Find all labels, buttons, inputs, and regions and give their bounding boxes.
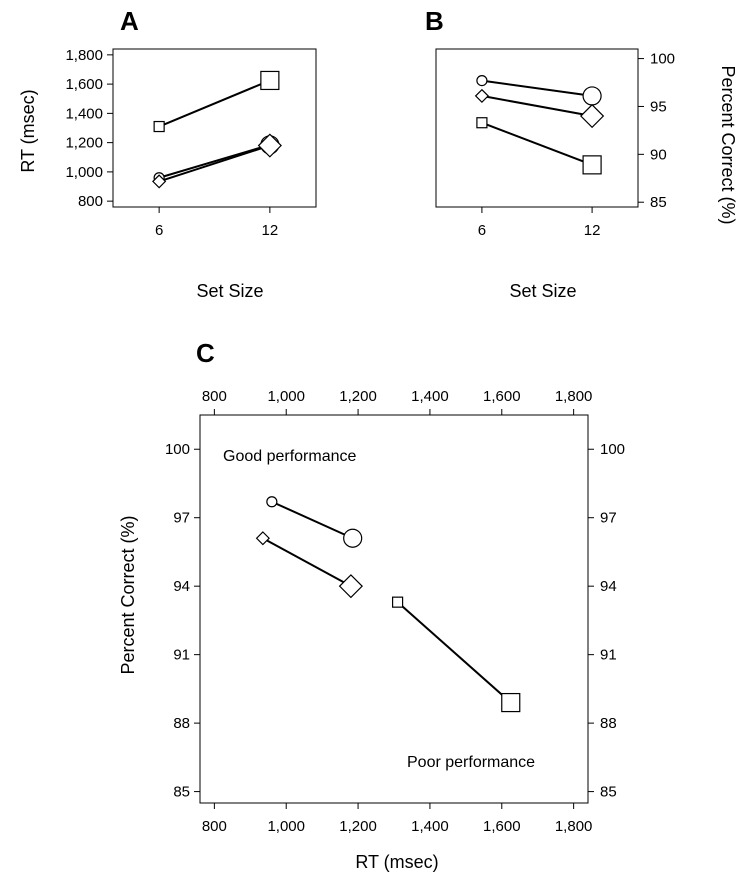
panel-c-diamond-marker xyxy=(255,531,270,546)
panel-c-y-tick-label-right: 85 xyxy=(600,784,617,801)
panel-c-square-marker xyxy=(501,692,521,713)
panel-c-y-tick-label-right: 97 xyxy=(600,510,617,527)
panel-b-y-tick-label-right: 85 xyxy=(650,194,667,211)
panel-a-y-tick-label-left: 1,000 xyxy=(65,164,103,181)
panel-c-x-tick-label-top: 1,000 xyxy=(267,388,305,405)
panel-c-y-tick-label-right: 88 xyxy=(600,715,617,732)
panel-a-x-ticks: 6 12 xyxy=(155,207,278,239)
panel-b-x-tick-label-bottom: 12 xyxy=(584,222,601,239)
panel-c-diamond-marker xyxy=(338,574,363,599)
panel-b-y-axis-title: Percent Correct (%) xyxy=(718,65,738,224)
panel-b-x-tick-label-bottom: 6 xyxy=(478,222,486,239)
panel-a-frame xyxy=(112,48,317,208)
panel-c-x-tick-label-bottom: 1,600 xyxy=(483,818,521,835)
panel-b-circle-marker xyxy=(582,86,602,106)
panel-b-diamond-marker xyxy=(474,88,490,104)
panel-c-series xyxy=(255,496,521,713)
panel-c-x-tick-label-bottom: 1,800 xyxy=(555,818,593,835)
panel-c-x-axis-title: RT (msec) xyxy=(355,852,438,872)
panel-c-series-circle-line xyxy=(271,500,354,540)
panel-c-y-ticks: 85 85 88 88 91 91 94 94 97 97 100 100 xyxy=(165,441,625,800)
panel-c-x-tick-label-top: 1,600 xyxy=(483,388,521,405)
panel-c-y-tick-label-left: 97 xyxy=(173,510,190,527)
panel-label-c: C xyxy=(196,338,215,368)
panel-c-x-tick-label-bottom: 800 xyxy=(202,818,227,835)
panel-b-x-ticks: 6 12 xyxy=(478,207,601,239)
panel-b-series-square-line xyxy=(481,121,593,166)
panel-b-y-tick-label-right: 90 xyxy=(650,146,667,163)
chart-panel-b: 85 90 95 100 6 12 Set Size Percent Correct (… xyxy=(435,48,738,301)
panel-a-y-tick-label-left: 1,200 xyxy=(65,135,103,152)
panel-c-y-axis-title: Percent Correct (%) xyxy=(118,515,138,674)
panel-c-circle-marker xyxy=(343,528,363,548)
panel-b-square-marker xyxy=(476,117,488,129)
panel-a-y-tick-label-left: 800 xyxy=(78,193,103,210)
panel-c-series-diamond-line xyxy=(262,537,352,588)
panel-c-y-tick-label-left: 88 xyxy=(173,715,190,732)
panel-a-square-marker xyxy=(260,70,280,91)
panel-c-x-ticks: 800 800 1,000 1,000 1,200 1,200 1,400 1,400 1,60… xyxy=(202,388,593,835)
panel-a-series-circle-line xyxy=(158,143,271,179)
panel-b-diamond-marker xyxy=(579,103,605,129)
panel-a-x-axis-title: Set Size xyxy=(196,281,263,301)
panel-c-y-tick-label-left: 85 xyxy=(173,784,190,801)
panel-b-square-marker xyxy=(582,155,602,175)
panel-c-x-tick-label-bottom: 1,200 xyxy=(339,818,377,835)
panel-b-frame xyxy=(435,48,639,208)
panel-b-series-diamond-line xyxy=(481,94,593,118)
panel-a-y-axis-title: RT (msec) xyxy=(18,89,38,172)
panel-b-series xyxy=(474,74,605,175)
panel-c-circle-marker xyxy=(266,496,278,508)
panel-c-y-tick-label-right: 91 xyxy=(600,647,617,664)
panel-b-x-axis-title: Set Size xyxy=(509,281,576,301)
panel-a-diamond-marker xyxy=(257,133,282,158)
annotation-good-performance: Good performance xyxy=(223,448,357,465)
panel-c-x-tick-label-bottom: 1,400 xyxy=(411,818,449,835)
panel-a-y-tick-label-left: 1,600 xyxy=(65,76,103,93)
panel-a-y-tick-label-left: 1,400 xyxy=(65,105,103,122)
panel-a-square-marker xyxy=(153,120,165,133)
panel-c-frame xyxy=(199,414,589,804)
panel-c-y-tick-label-left: 94 xyxy=(173,578,190,595)
panel-label-b: B xyxy=(425,6,444,36)
panel-a-series-diamond-line xyxy=(158,144,271,183)
panel-c-x-tick-label-top: 1,200 xyxy=(339,388,377,405)
panel-c-square-marker xyxy=(391,596,404,608)
panel-c-y-tick-label-right: 94 xyxy=(600,578,617,595)
panel-b-series-circle-line xyxy=(481,79,593,97)
panel-c-y-tick-label-left: 91 xyxy=(173,647,190,664)
panel-b-y-tick-label-right: 95 xyxy=(650,98,667,115)
panel-c-x-tick-label-top: 800 xyxy=(202,388,227,405)
panel-a-diamond-marker xyxy=(152,174,167,189)
panel-a-series-square-line xyxy=(158,79,271,128)
panel-b-circle-marker xyxy=(476,74,488,87)
chart-panel-a: 800 1,000 1,200 1,400 1,600 1,800 6 12 Set Siz… xyxy=(18,47,317,301)
panel-c-y-tick-label-left: 100 xyxy=(165,441,190,458)
panel-c-y-tick-label-right: 100 xyxy=(600,441,625,458)
annotation-poor-performance: Poor performance xyxy=(407,754,535,771)
panel-c-x-tick-label-top: 1,800 xyxy=(555,388,593,405)
panel-a-y-tick-label-left: 1,800 xyxy=(65,47,103,64)
panel-c-x-tick-label-top: 1,400 xyxy=(411,388,449,405)
panel-a-y-ticks: 800 1,000 1,200 1,400 1,600 1,800 xyxy=(65,47,113,210)
panel-b-y-ticks: 85 90 95 100 xyxy=(638,51,675,211)
panel-b-y-tick-label-right: 100 xyxy=(650,51,675,68)
panel-a-x-tick-label-bottom: 12 xyxy=(262,222,279,239)
chart-panel-c: 85 85 88 88 91 91 94 94 97 97 100 100 800 800 1,000 1,… xyxy=(118,388,625,872)
panel-a-x-tick-label-bottom: 6 xyxy=(155,222,163,239)
panel-c-series-square-line xyxy=(396,601,512,704)
panel-label-a: A xyxy=(120,6,139,36)
panel-c-x-tick-label-bottom: 1,000 xyxy=(267,818,305,835)
panel-a-series xyxy=(152,70,282,189)
